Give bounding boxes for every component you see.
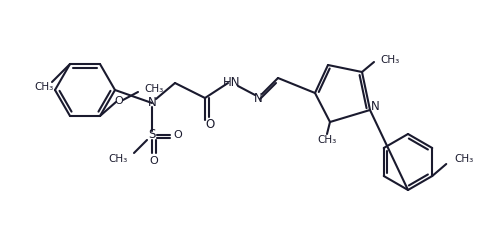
- Text: O: O: [205, 119, 215, 131]
- Text: CH₃: CH₃: [109, 154, 128, 164]
- Text: N: N: [254, 92, 263, 104]
- Text: O: O: [150, 156, 159, 166]
- Text: CH₃: CH₃: [144, 84, 163, 94]
- Text: S: S: [148, 129, 156, 141]
- Text: HN: HN: [223, 76, 241, 89]
- Text: N: N: [370, 100, 379, 113]
- Text: O: O: [174, 130, 183, 140]
- Text: N: N: [148, 96, 156, 110]
- Text: CH₃: CH₃: [317, 135, 337, 145]
- Text: CH₃: CH₃: [380, 55, 399, 65]
- Text: O: O: [115, 96, 123, 106]
- Text: CH₃: CH₃: [454, 154, 473, 164]
- Text: CH₃: CH₃: [34, 82, 54, 92]
